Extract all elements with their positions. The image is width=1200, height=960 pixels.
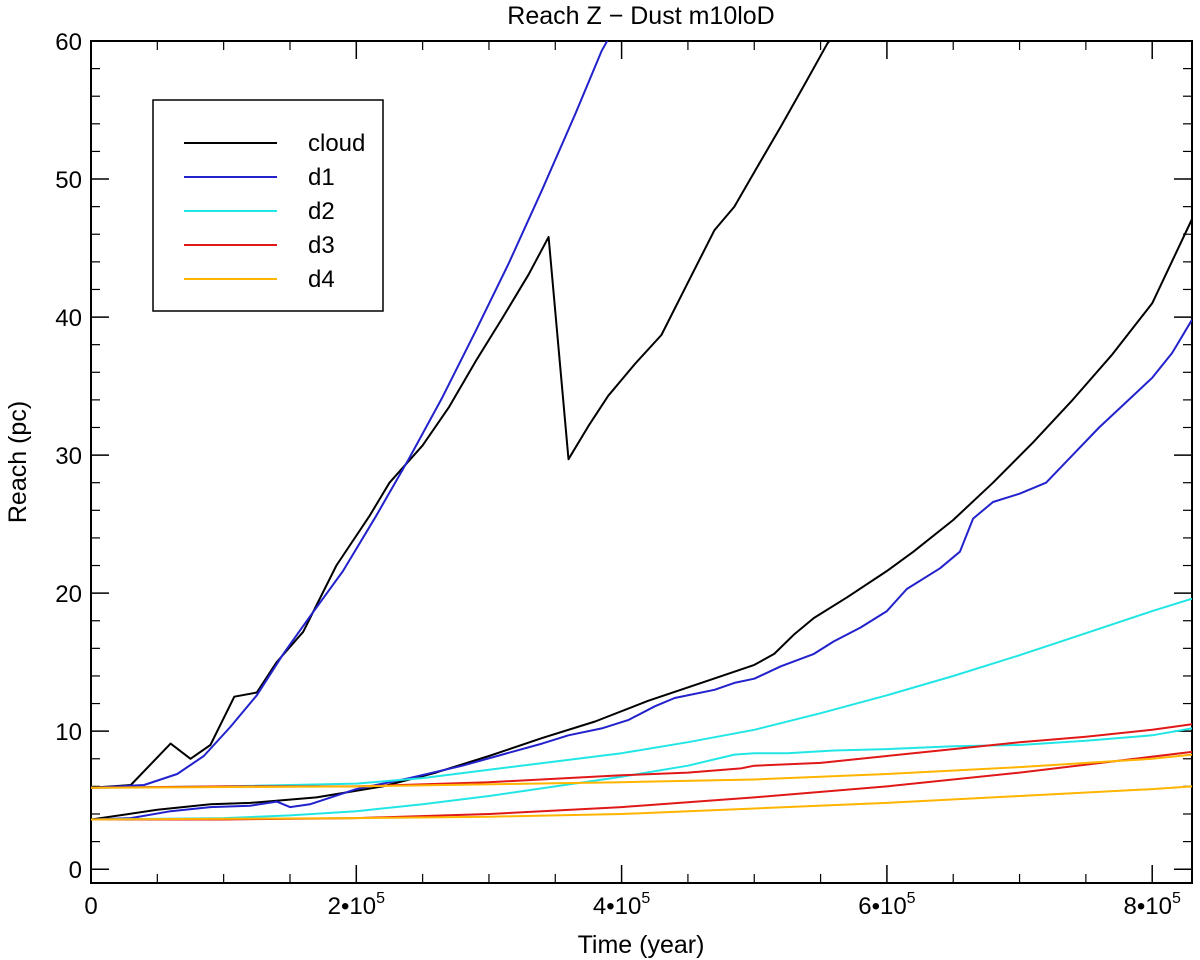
chart-title: Reach Z − Dust m10loD (507, 2, 774, 30)
plot-border (90, 40, 1193, 884)
legend-label-cloud: cloud (308, 130, 365, 157)
y-axis-title: Reach (pc) (4, 401, 32, 523)
series-line-d2-a (91, 597, 1192, 789)
legend-box (152, 99, 384, 312)
axis-ticks (90, 40, 1192, 883)
legend-label-d3: d3 (308, 232, 335, 259)
series-line-d2-b (91, 727, 1192, 821)
y-tick-label: 60 (55, 29, 82, 56)
series-line-d1-a (91, 41, 609, 789)
series-line-cloud-b (91, 218, 1192, 821)
y-tick-label: 50 (55, 167, 82, 194)
x-tick-label: 8•105 (1124, 890, 1181, 920)
series-line-d3-a (91, 723, 1192, 789)
legend: cloud d1 d2 d3 d4 (152, 99, 384, 312)
series-line-cloud-a (91, 41, 831, 789)
x-tick-exponent: 5 (907, 890, 916, 907)
plot-frame (90, 40, 1193, 884)
x-tick-exponent: 5 (376, 890, 385, 907)
y-tick-label: 0 (69, 857, 82, 884)
y-tick-label: 40 (55, 305, 82, 332)
legend-label-d2: d2 (308, 198, 335, 225)
y-tick-label: 30 (55, 443, 82, 470)
x-tick-exponent: 5 (1172, 890, 1181, 907)
series-line-d4-a (91, 753, 1192, 789)
tick-labels: 0 2•105 4•105 6•105 8•105 0 10 20 30 40 50 60 (55, 29, 1181, 920)
x-axis-title: Time (year) (578, 931, 705, 959)
x-tick-label: 0 (84, 893, 97, 920)
series-lines (91, 41, 1192, 821)
x-tick-label: 6•105 (858, 890, 915, 920)
legend-label-d4: d4 (308, 266, 335, 293)
y-tick-label: 10 (55, 719, 82, 746)
series-line-d4-b (91, 785, 1192, 821)
series-line-d1-b (91, 319, 1192, 821)
x-tick-exponent: 5 (641, 890, 650, 907)
x-tick-label: 4•105 (593, 890, 650, 920)
legend-label-d1: d1 (308, 164, 335, 191)
x-tick-label: 2•105 (328, 890, 385, 920)
y-tick-label: 20 (55, 581, 82, 608)
